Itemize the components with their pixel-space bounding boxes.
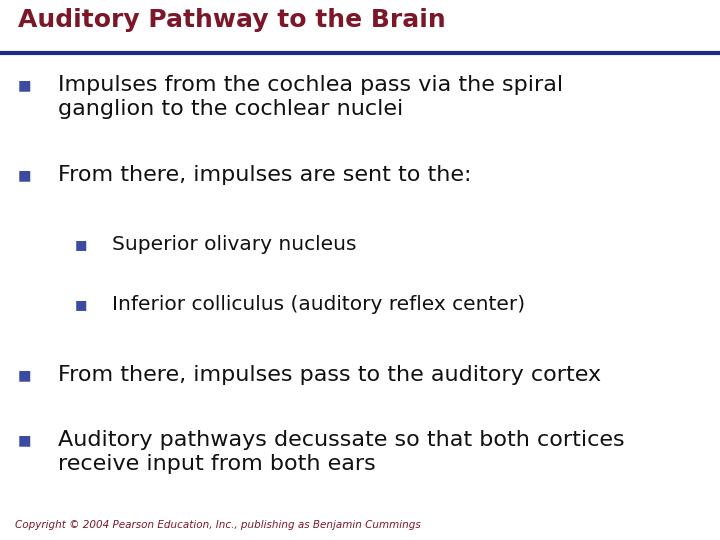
Text: Auditory pathways decussate so that both cortices
receive input from both ears: Auditory pathways decussate so that both…: [58, 430, 625, 474]
Text: From there, impulses are sent to the:: From there, impulses are sent to the:: [58, 165, 472, 185]
Text: Auditory Pathway to the Brain: Auditory Pathway to the Brain: [18, 8, 446, 32]
Text: Inferior colliculus (auditory reflex center): Inferior colliculus (auditory reflex cen…: [112, 295, 525, 314]
Text: Copyright © 2004 Pearson Education, Inc., publishing as Benjamin Cummings: Copyright © 2004 Pearson Education, Inc.…: [15, 520, 420, 530]
Text: ■: ■: [18, 433, 32, 447]
Text: ■: ■: [18, 78, 32, 92]
Text: Impulses from the cochlea pass via the spiral
ganglion to the cochlear nuclei: Impulses from the cochlea pass via the s…: [58, 75, 563, 119]
Text: ■: ■: [75, 298, 87, 311]
Text: ■: ■: [18, 168, 32, 182]
Text: ■: ■: [18, 368, 32, 382]
Text: From there, impulses pass to the auditory cortex: From there, impulses pass to the auditor…: [58, 365, 601, 385]
Text: Superior olivary nucleus: Superior olivary nucleus: [112, 235, 356, 254]
Text: ■: ■: [75, 238, 87, 251]
